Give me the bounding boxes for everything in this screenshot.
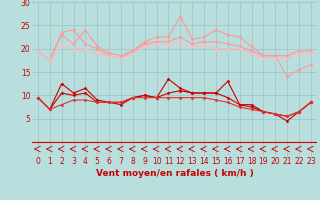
X-axis label: Vent moyen/en rafales ( km/h ): Vent moyen/en rafales ( km/h ) (96, 169, 253, 178)
